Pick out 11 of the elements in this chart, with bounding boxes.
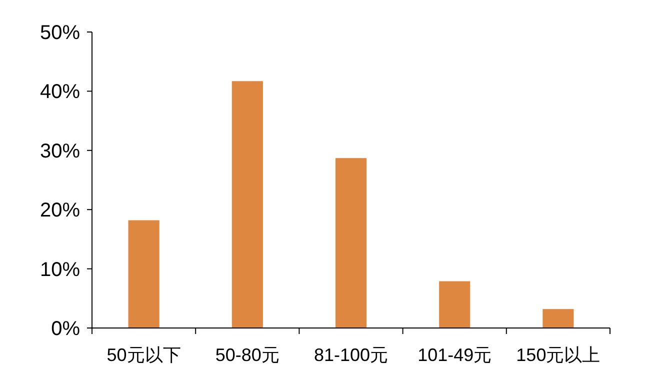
- y-tick-label: 30%: [40, 140, 80, 162]
- x-tick-label: 50元以下: [106, 345, 181, 365]
- y-tick-label: 20%: [40, 200, 80, 222]
- y-tick-label: 10%: [40, 258, 80, 281]
- x-tick-label: 81-100元: [314, 345, 388, 365]
- x-tick-label: 150元以上: [516, 345, 600, 365]
- y-tick-label: 40%: [40, 81, 80, 104]
- y-tick-label: 50%: [40, 22, 80, 44]
- y-tick-label: 0%: [51, 318, 80, 340]
- x-tick-label: 50-80元: [215, 345, 280, 365]
- x-tick-label: 101-49元: [418, 345, 492, 365]
